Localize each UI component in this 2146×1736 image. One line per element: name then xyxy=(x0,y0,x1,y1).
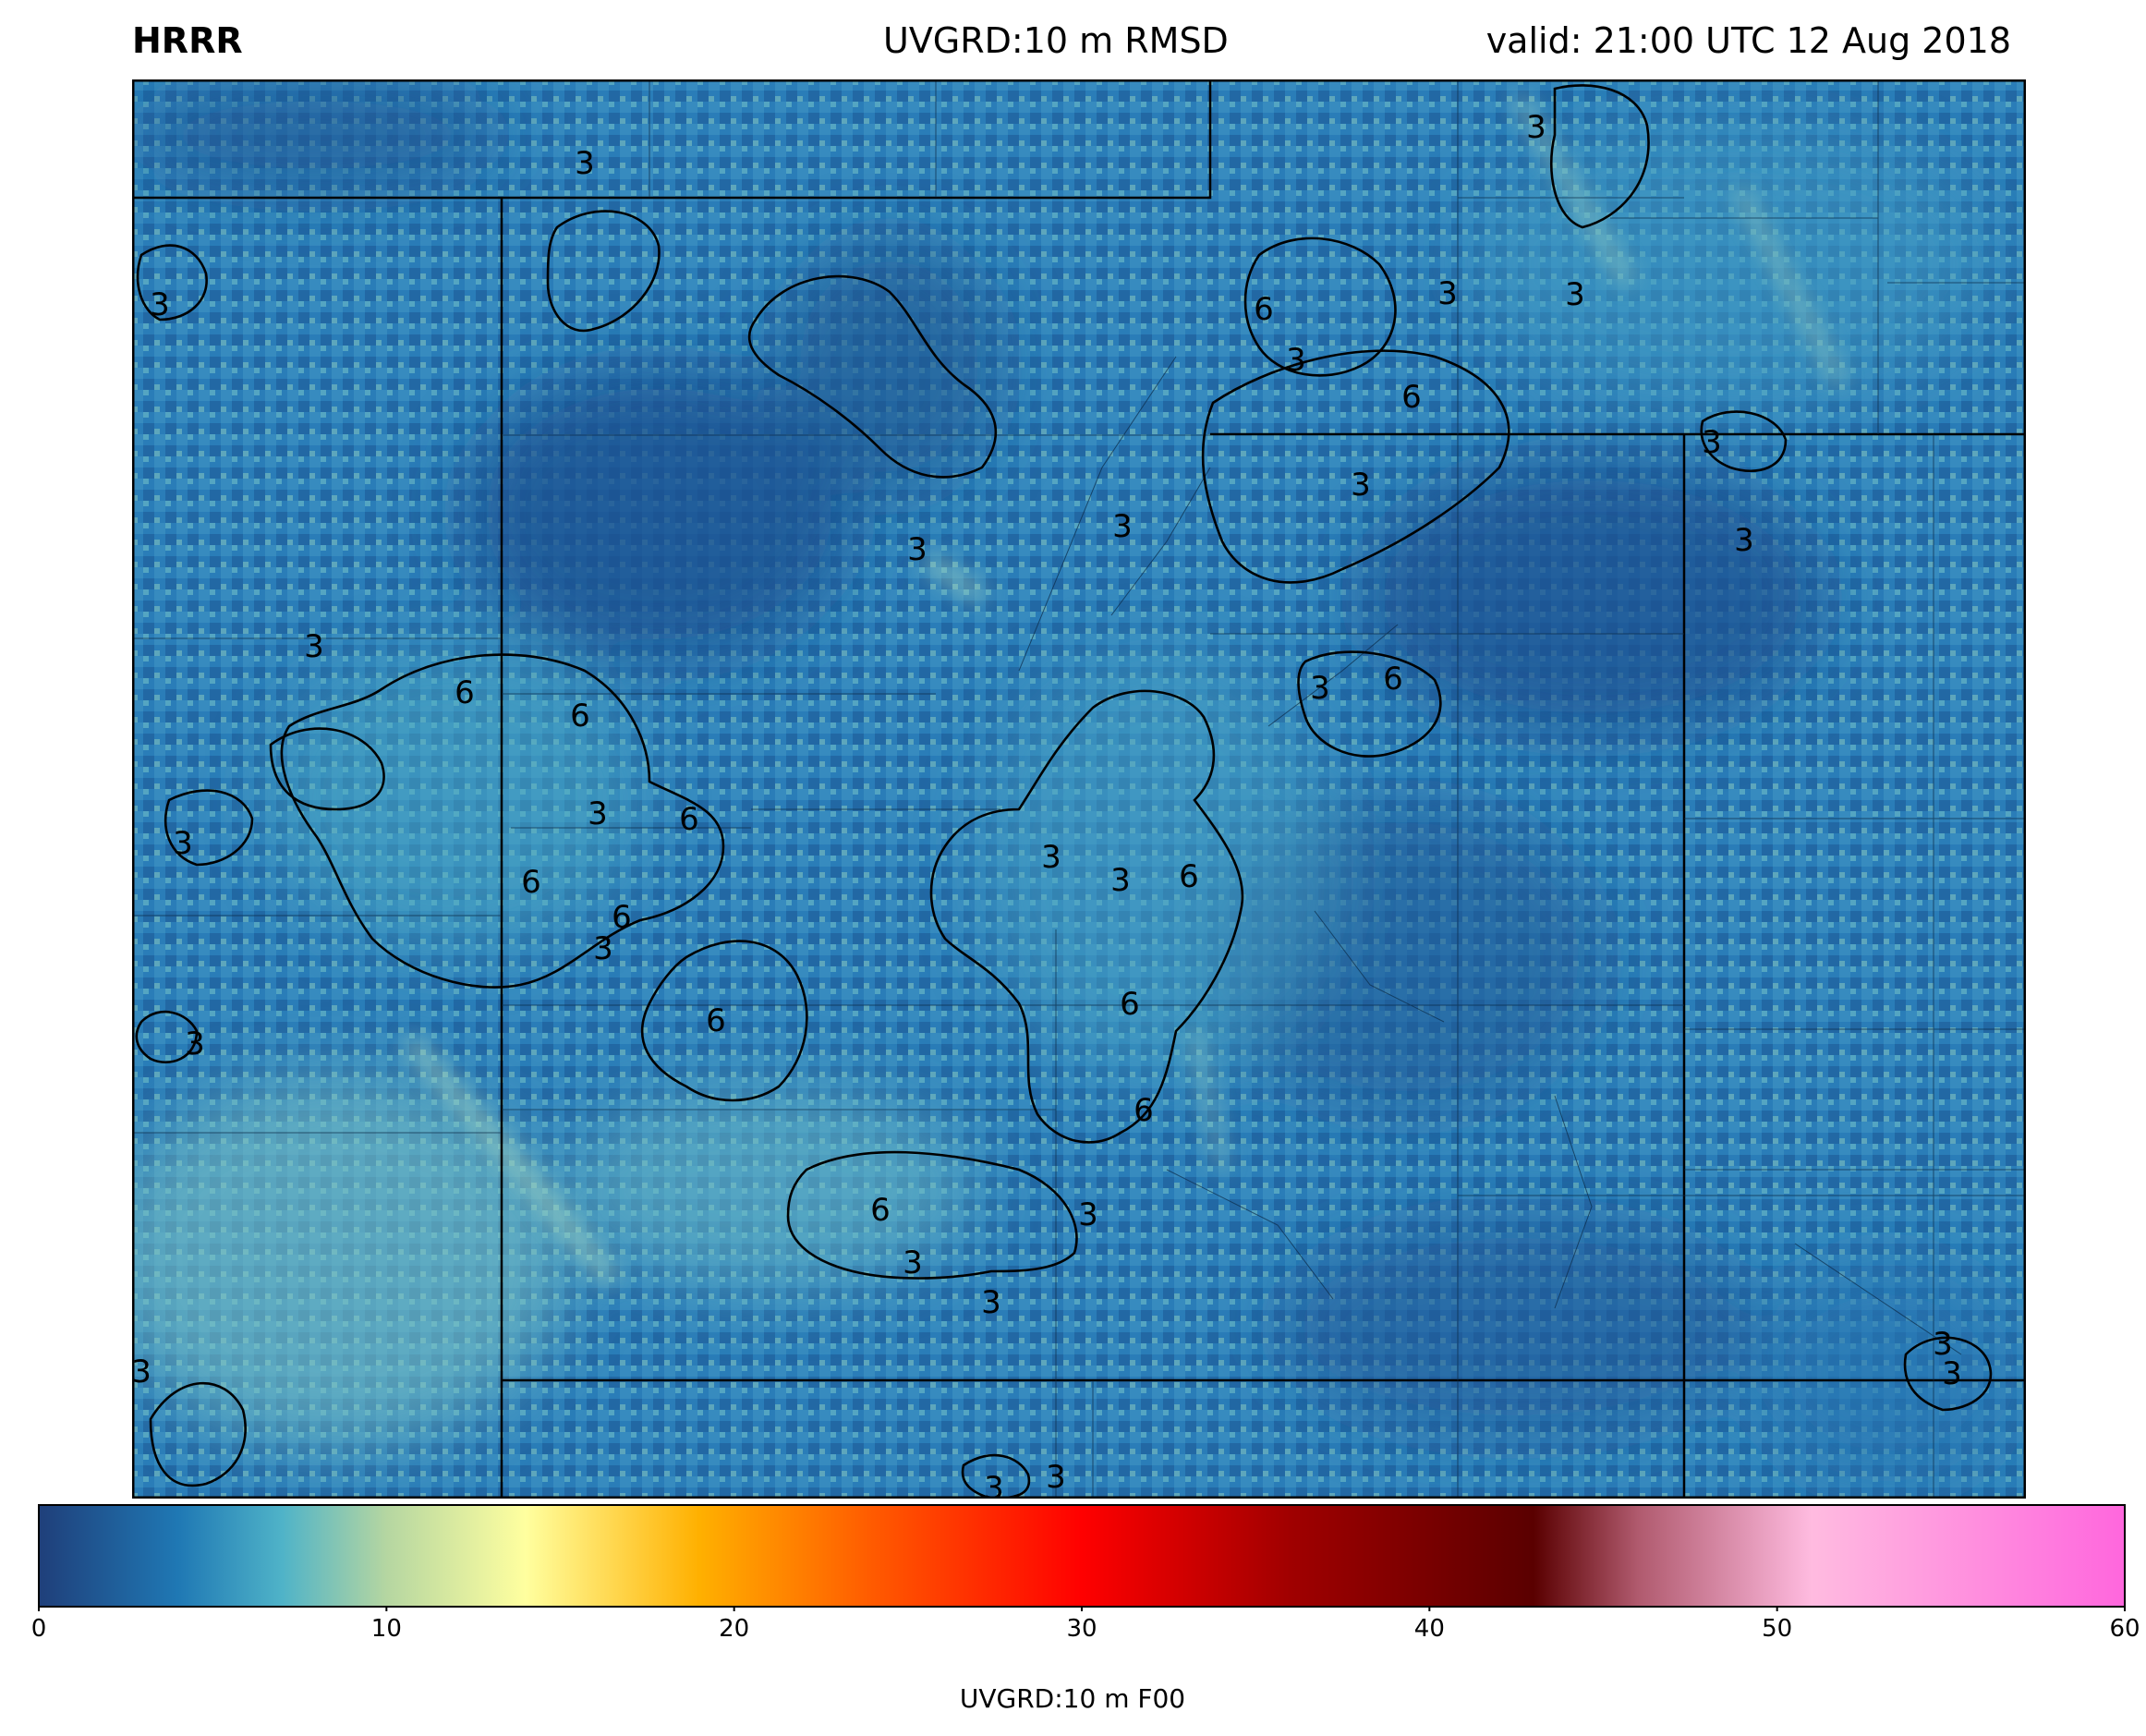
contour-label: 3 xyxy=(1351,467,1371,504)
contour-label: 3 xyxy=(1041,839,1061,876)
contour-label: 3 xyxy=(1933,1326,1953,1363)
contour-label: 6 xyxy=(455,674,475,711)
contour-polygon xyxy=(1903,1336,1993,1412)
contour-label: 3 xyxy=(1046,1459,1066,1496)
colorbar-tick-label: 0 xyxy=(30,1615,47,1643)
contour-label: 3 xyxy=(903,1244,923,1281)
contour-label: 3 xyxy=(150,286,170,323)
map-panel: 3 3 3 3 6 6 3 6 3 6 6 3 6 6 3 6 3 6 3 6 … xyxy=(132,79,2026,1499)
colorbar-tick-label: 50 xyxy=(1762,1615,1793,1643)
contour-label: 3 xyxy=(1310,670,1330,707)
colorbar xyxy=(38,1504,2126,1611)
contour-polygon xyxy=(136,244,208,322)
contour-polygon xyxy=(786,1150,1078,1280)
contour-labels: 3 3 3 3 6 6 3 6 3 6 6 3 6 6 3 6 3 6 3 6 … xyxy=(132,109,1962,1499)
colorbar-tick-label: 40 xyxy=(1413,1615,1445,1643)
colorbar-tick-label: 20 xyxy=(719,1615,750,1643)
model-title: HRRR xyxy=(132,20,243,61)
contour-polygon xyxy=(929,689,1244,1144)
contour-label: 3 xyxy=(1565,276,1585,313)
contour-label: 6 xyxy=(679,801,699,838)
contour-polygon xyxy=(747,274,998,479)
colorbar-tick-label: 30 xyxy=(1066,1615,1097,1643)
contour-label: 3 xyxy=(1734,522,1754,559)
contour-polygon xyxy=(1297,650,1442,758)
contour-label: 6 xyxy=(521,864,541,901)
map-frame xyxy=(132,79,2026,1499)
contour-label: 3 xyxy=(132,1354,152,1390)
field-streaks xyxy=(403,94,1846,1286)
contour-polygon xyxy=(1700,410,1788,472)
contour-polygon xyxy=(280,653,725,989)
contour-polygon xyxy=(640,940,808,1102)
contour-label: 6 xyxy=(870,1192,891,1229)
contour-label: 6 xyxy=(1254,291,1274,328)
colorbar-gradient xyxy=(38,1504,2126,1608)
contour-polygon xyxy=(149,1381,247,1487)
county-lines xyxy=(132,79,2026,1499)
contour-polygon xyxy=(961,1453,1031,1499)
contour-label: 6 xyxy=(570,698,590,734)
contour-polygon xyxy=(269,727,385,811)
contour-label: 6 xyxy=(1134,1092,1154,1129)
contour-label: 3 xyxy=(1437,275,1458,312)
contour-label: 6 xyxy=(1120,986,1140,1023)
contour-label: 3 xyxy=(984,1470,1004,1499)
contour-label: 3 xyxy=(588,795,608,832)
contour-label: 6 xyxy=(1179,858,1199,895)
contour-label: 6 xyxy=(612,899,632,936)
contour-label: 3 xyxy=(1286,342,1306,379)
contour-polygon xyxy=(164,789,254,867)
contour-label: 3 xyxy=(981,1284,1001,1321)
contour-label: 3 xyxy=(1110,862,1131,899)
contour-label: 6 xyxy=(1383,661,1403,698)
contour-label: 6 xyxy=(1401,379,1422,416)
contour-label: 3 xyxy=(1702,424,1722,461)
contour-label: 3 xyxy=(304,628,324,665)
field-title: UVGRD:10 m RMSD xyxy=(883,20,1229,61)
contour-polygon xyxy=(1549,84,1650,229)
contour-label: 3 xyxy=(907,531,928,568)
contour-label: 3 xyxy=(173,825,193,862)
contour-label: 3 xyxy=(185,1026,205,1062)
contour-polygon xyxy=(1243,237,1397,377)
contour-polygon xyxy=(1201,349,1510,584)
contour-label: 6 xyxy=(706,1002,726,1039)
contour-label: 3 xyxy=(1526,109,1546,146)
contour-label: 3 xyxy=(593,930,613,967)
contour-polygon xyxy=(546,210,661,333)
contour-polygon xyxy=(135,1010,199,1063)
contour-label: 3 xyxy=(1112,508,1133,545)
colorbar-label: UVGRD:10 m F00 xyxy=(959,1683,1186,1714)
field-blobs xyxy=(132,79,2017,1484)
colorbar-tick-label: 60 xyxy=(2109,1615,2140,1643)
contour-label: 3 xyxy=(1078,1196,1098,1233)
colorbar-tick-label: 10 xyxy=(370,1615,402,1643)
contour-label: 3 xyxy=(1942,1355,1962,1392)
contour-lines xyxy=(135,84,1993,1499)
contour-label: 3 xyxy=(575,145,595,182)
valid-time: valid: 21:00 UTC 12 Aug 2018 xyxy=(1485,20,2011,61)
